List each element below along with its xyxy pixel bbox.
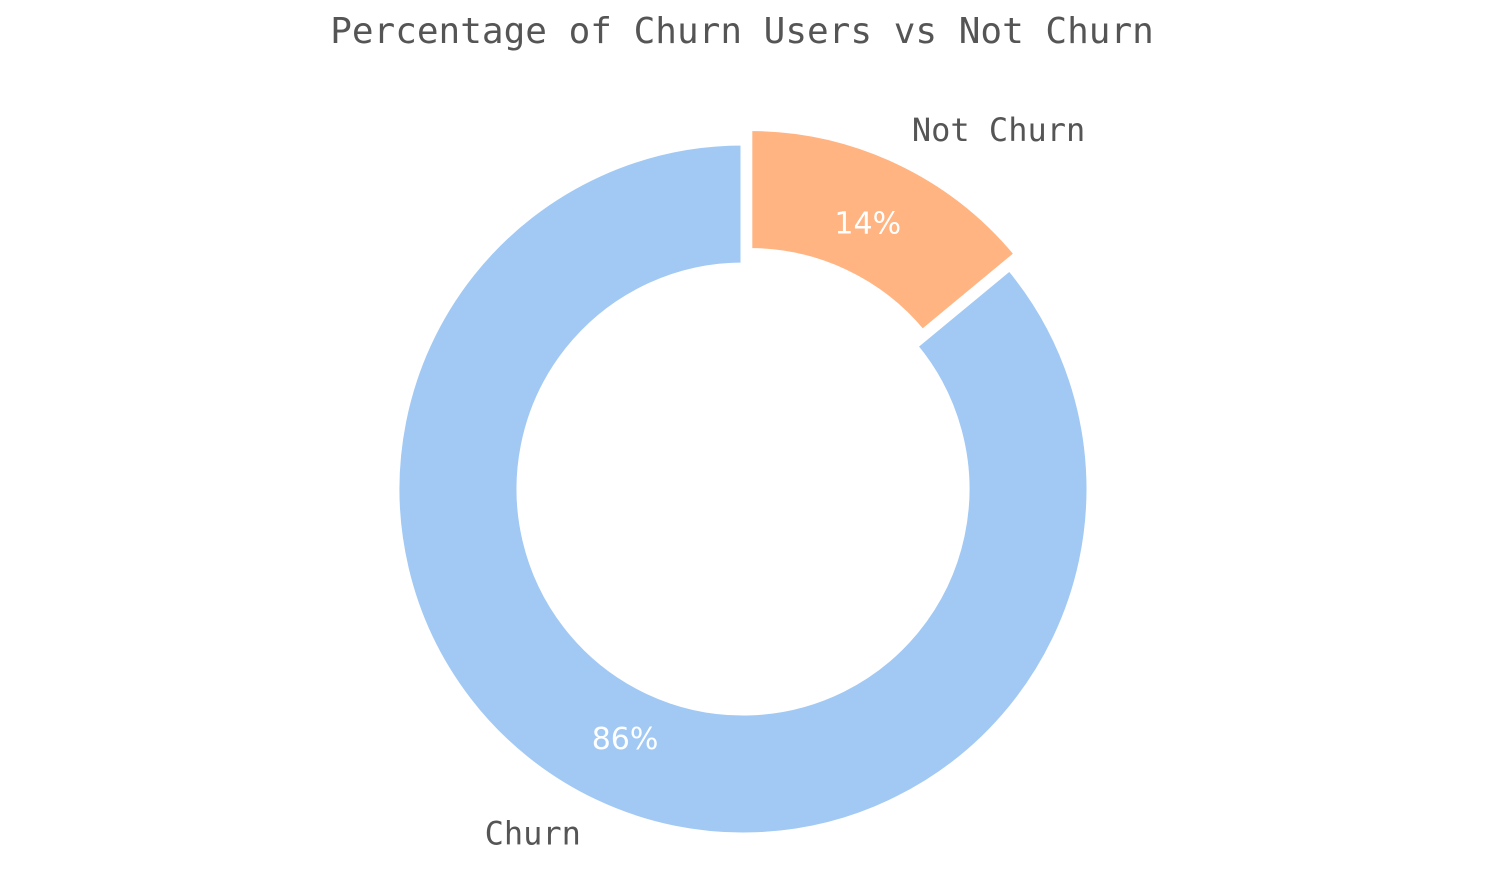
slice-not-churn [747,126,1020,336]
slice-churn [394,140,1092,838]
slice-label-churn: Churn [485,814,581,852]
chart-title: Percentage of Churn Users vs Not Churn [330,11,1154,52]
slices-group [394,126,1092,838]
pct-label-churn: 86% [592,722,659,757]
slice-label-not-churn: Not Churn [912,111,1085,149]
pct-label-not-churn: 14% [834,206,901,241]
labels-group: 14% Not Churn 86% Churn [485,111,1086,852]
